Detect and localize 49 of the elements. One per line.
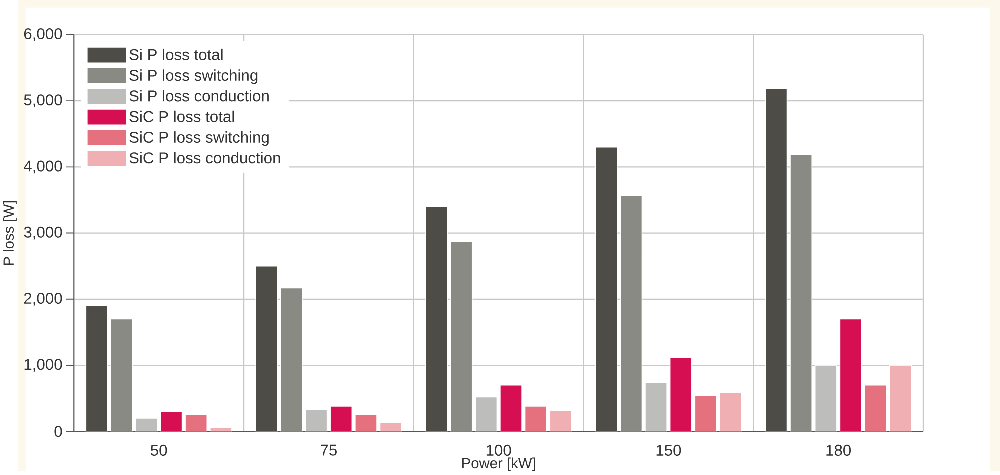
legend-label: SiC P loss conduction: [130, 152, 280, 164]
bar: [765, 88, 788, 432]
y-tick-label: 0: [54, 426, 62, 438]
x-tick-label: 180: [826, 445, 852, 456]
bar: [595, 147, 618, 432]
bar: [380, 423, 402, 432]
bar: [524, 406, 548, 432]
y-tick-label: 4,000: [24, 160, 62, 174]
x-tick-label: 75: [321, 445, 337, 456]
y-axis-title: P loss [W]: [3, 201, 17, 266]
bar: [330, 406, 353, 432]
x-tick-label: 100: [486, 445, 512, 456]
bar: [256, 266, 278, 432]
bar: [280, 288, 303, 432]
bar: [694, 396, 718, 432]
bar: [500, 385, 522, 432]
bar: [136, 418, 158, 432]
x-tick-label: 150: [656, 445, 682, 456]
y-tick-label: 6,000: [24, 28, 62, 42]
bar: [840, 318, 862, 432]
bar: [110, 318, 134, 432]
bar: [355, 414, 378, 432]
y-tick-label: 5,000: [24, 94, 62, 108]
legend-label: SiC P loss switching: [130, 132, 269, 146]
legend-label: Si P loss switching: [130, 70, 258, 84]
bar: [160, 412, 183, 432]
y-tick-label: 1,000: [24, 359, 62, 372]
bar: [790, 154, 813, 432]
legend-label: Si P loss conduction: [130, 90, 269, 102]
x-tick-label: 50: [151, 445, 168, 456]
bar: [426, 206, 448, 432]
bar: [475, 396, 498, 432]
bar: [305, 410, 328, 432]
bar: [670, 357, 692, 432]
bar: [645, 382, 668, 432]
bar: [620, 195, 643, 432]
bar: [185, 414, 208, 432]
bar: [450, 242, 473, 432]
bar: [814, 365, 838, 432]
y-tick-label: 2,000: [24, 293, 62, 306]
y-tick-label: 3,000: [24, 226, 62, 240]
bar: [86, 306, 108, 432]
x-axis-title: Power [kW]: [462, 458, 536, 472]
bar: [720, 392, 742, 432]
bar: [864, 385, 888, 432]
legend-label: Si P loss total: [130, 49, 223, 61]
bar: [550, 410, 572, 432]
legend-label: SiC P loss total: [130, 111, 234, 123]
bar: [889, 365, 912, 432]
